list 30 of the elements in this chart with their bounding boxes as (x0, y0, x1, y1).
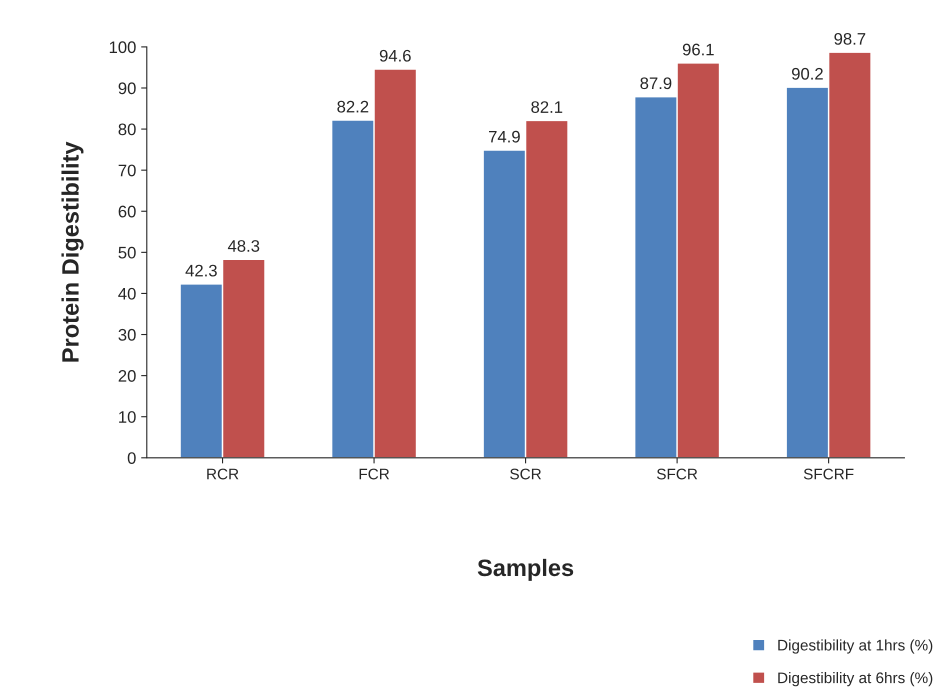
y-tick-label: 80 (118, 123, 136, 136)
y-tick-label: 90 (118, 82, 136, 94)
data-label: 96.1 (682, 44, 714, 56)
y-tick-label: 50 (118, 246, 136, 259)
x-tick-label: SFCRF (804, 468, 854, 480)
y-tick-label: 100 (110, 41, 136, 54)
data-label: 98.7 (834, 32, 866, 45)
y-tick-label: 30 (118, 328, 136, 341)
data-label: 42.3 (186, 264, 217, 277)
data-label: 82.1 (531, 101, 562, 113)
legend-label: Digestibility at 6hrs (%) (778, 672, 932, 686)
x-tick-label: RCR (207, 468, 238, 480)
data-label: 48.3 (228, 240, 260, 252)
y-tick-label: 0 (128, 452, 136, 464)
x-tick-label: SCR (510, 468, 542, 480)
y-tick-label: 40 (118, 288, 136, 300)
x-tick-label: SFCR (657, 468, 698, 480)
y-tick-label: 60 (118, 206, 136, 218)
data-label: 74.9 (489, 130, 520, 143)
data-label: 94.6 (380, 50, 411, 62)
x-tick-label: FCR (360, 468, 390, 480)
y-tick-label: 20 (118, 370, 136, 382)
data-label: 82.2 (337, 100, 368, 113)
legend-label: Digestibility at 1hrs (%) (778, 639, 932, 654)
data-label: 87.9 (640, 77, 672, 90)
y-tick-label: 10 (119, 411, 136, 423)
y-tick-label: 70 (118, 164, 136, 176)
y-axis-title: Protein Digestibility (61, 142, 84, 362)
data-label: 90.2 (792, 68, 823, 80)
x-axis-title: Samples (478, 558, 574, 581)
